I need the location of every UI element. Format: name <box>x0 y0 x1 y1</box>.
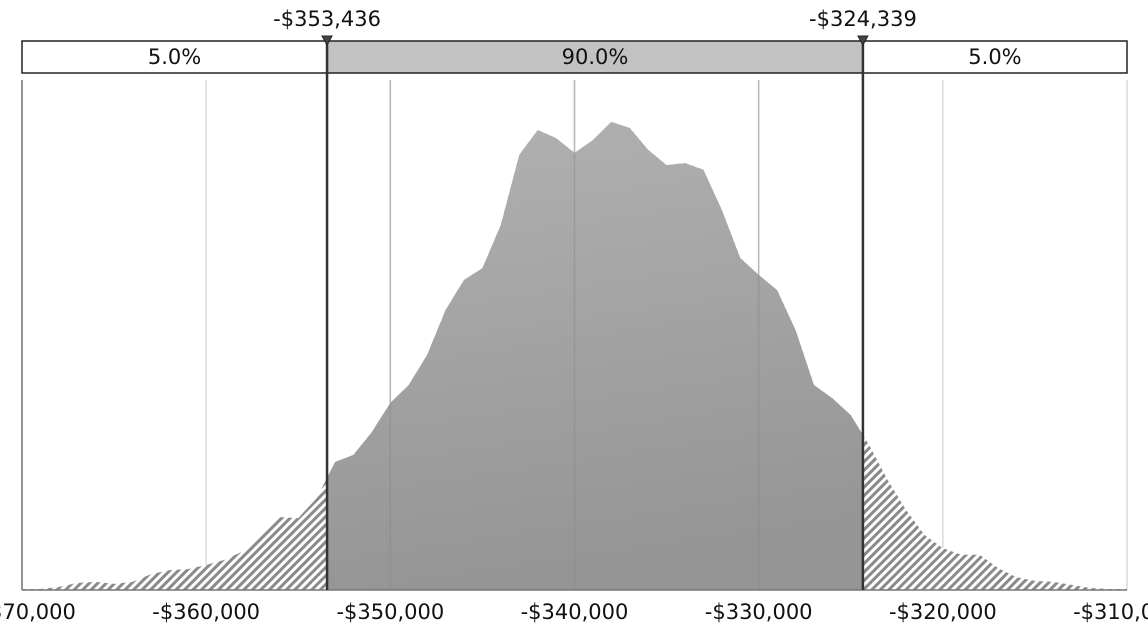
x-tick-label: -$330,000 <box>705 600 813 624</box>
band-segment <box>862 40 1128 74</box>
marker-label: -$324,339 <box>809 7 917 31</box>
x-tick-label: -$350,000 <box>336 600 444 624</box>
marker-label: -$353,436 <box>273 7 381 31</box>
x-tick-label: -$310,000 <box>1073 600 1148 624</box>
band-label: 5.0% <box>148 45 201 69</box>
marker-handle <box>857 35 869 47</box>
band-label: 90.0% <box>562 45 629 69</box>
density-area-middle <box>327 121 863 590</box>
band-label: 5.0% <box>968 45 1021 69</box>
marker-handle <box>321 35 333 47</box>
x-tick-label: -$320,000 <box>889 600 997 624</box>
x-tick-label: -$360,000 <box>152 600 260 624</box>
x-tick-label: -$340,000 <box>521 600 629 624</box>
x-tick-label: -$370,000 <box>0 600 76 624</box>
